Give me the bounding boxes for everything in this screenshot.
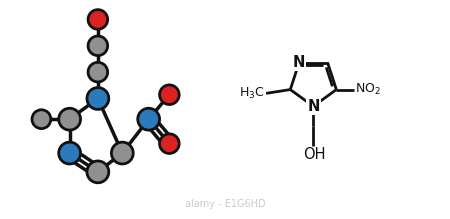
Circle shape	[138, 108, 160, 130]
Circle shape	[88, 36, 108, 56]
Circle shape	[88, 10, 108, 29]
Circle shape	[58, 108, 81, 130]
Circle shape	[160, 85, 179, 104]
Text: H$_3$C: H$_3$C	[239, 86, 265, 101]
Text: N: N	[307, 99, 320, 114]
Text: OH: OH	[303, 147, 326, 162]
Circle shape	[58, 142, 81, 164]
Text: N: N	[293, 55, 305, 70]
Circle shape	[87, 88, 109, 110]
Circle shape	[32, 110, 51, 129]
Text: alamy - E1G6HD: alamy - E1G6HD	[184, 199, 266, 209]
Text: NO$_2$: NO$_2$	[356, 82, 381, 97]
Circle shape	[112, 142, 133, 164]
Circle shape	[87, 161, 109, 183]
Circle shape	[88, 62, 108, 82]
Circle shape	[160, 134, 179, 154]
